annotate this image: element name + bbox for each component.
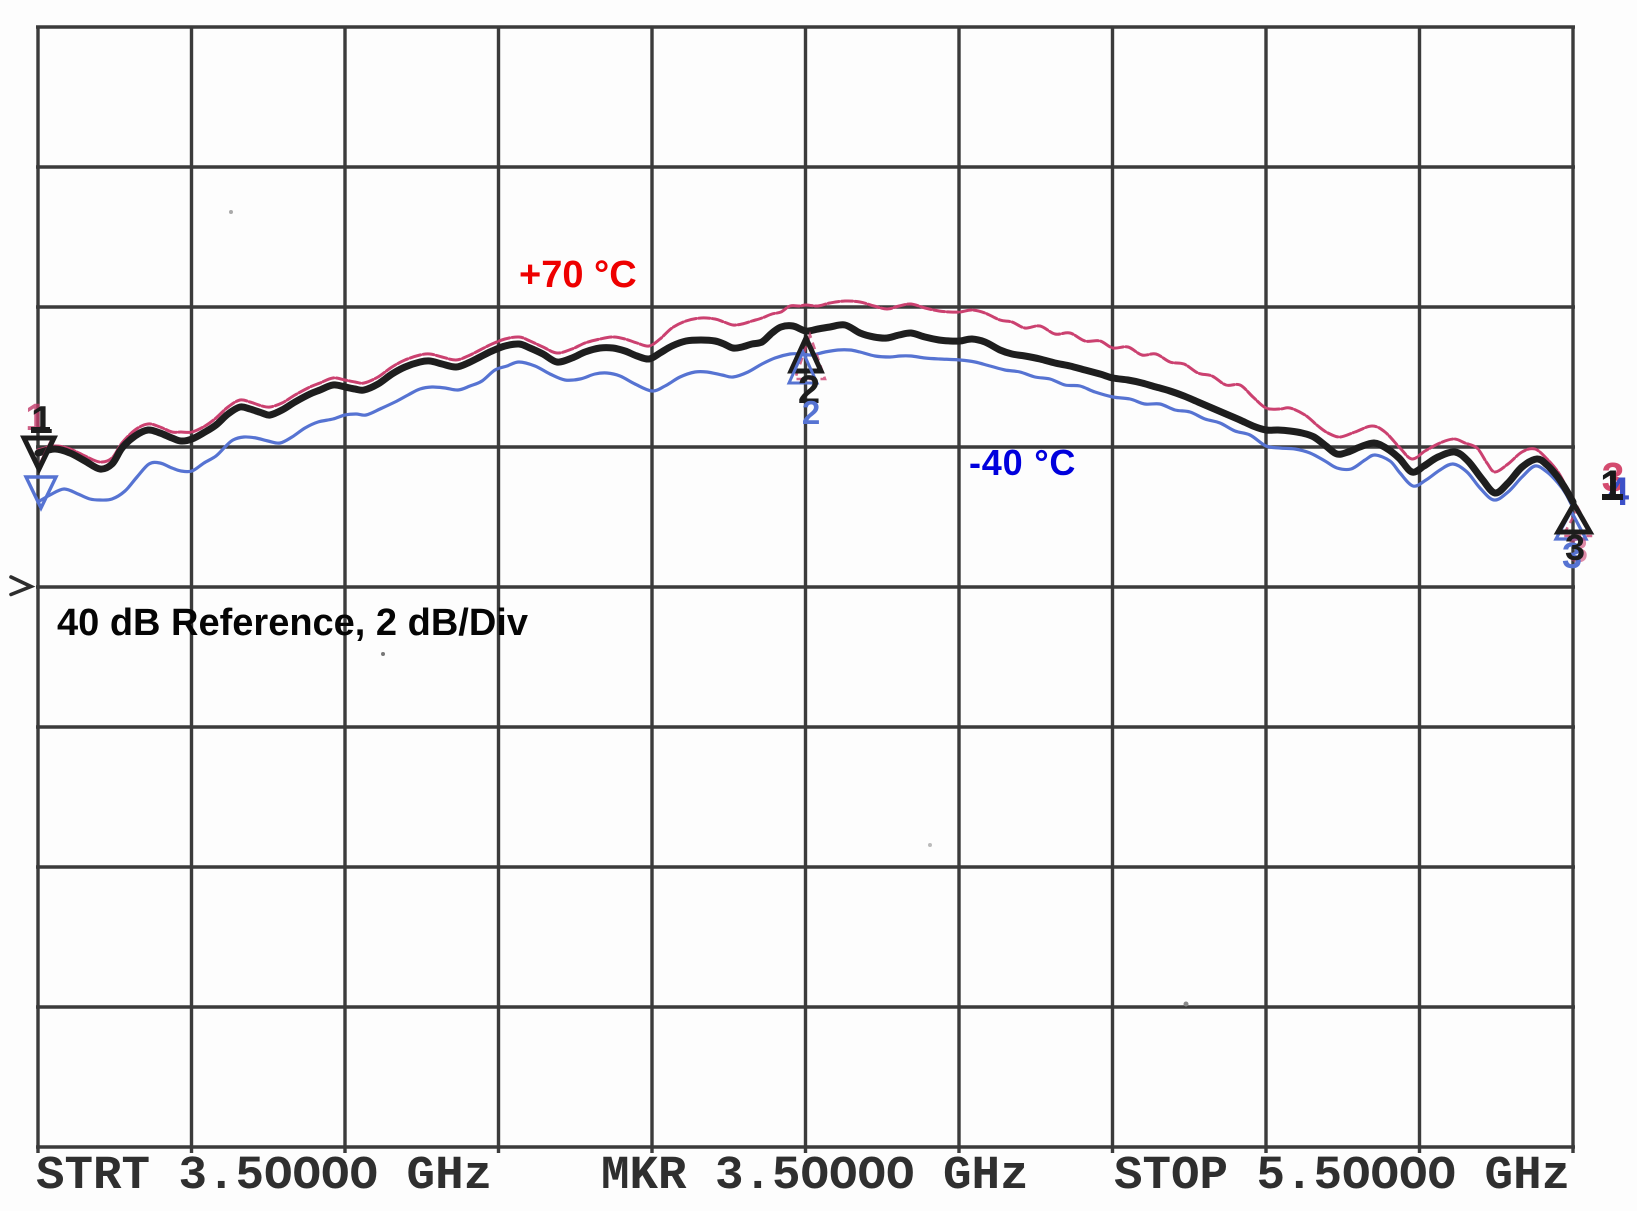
svg-text:2: 2 bbox=[798, 368, 820, 412]
svg-text:3: 3 bbox=[1562, 535, 1582, 576]
svg-text:STOP 5.5OOOO GHz: STOP 5.5OOOO GHz bbox=[1114, 1149, 1570, 1203]
svg-text:+70 °C: +70 °C bbox=[519, 254, 637, 296]
svg-text:1: 1 bbox=[1600, 462, 1624, 510]
svg-text:MKR 3.5OOOO GHz: MKR 3.5OOOO GHz bbox=[601, 1149, 1029, 1203]
svg-text:2: 2 bbox=[802, 394, 820, 431]
svg-text:3: 3 bbox=[1565, 527, 1585, 568]
svg-text:STRT 3.5OOOO GHz: STRT 3.5OOOO GHz bbox=[36, 1149, 492, 1203]
svg-text:40 dB Reference, 2 dB/Div: 40 dB Reference, 2 dB/Div bbox=[57, 602, 528, 644]
svg-text:-40 °C: -40 °C bbox=[969, 442, 1076, 483]
svg-text:1: 1 bbox=[31, 399, 53, 442]
svg-text:3: 3 bbox=[1568, 529, 1588, 570]
svg-text:4: 4 bbox=[1607, 470, 1630, 514]
svg-text:3: 3 bbox=[1602, 454, 1625, 500]
